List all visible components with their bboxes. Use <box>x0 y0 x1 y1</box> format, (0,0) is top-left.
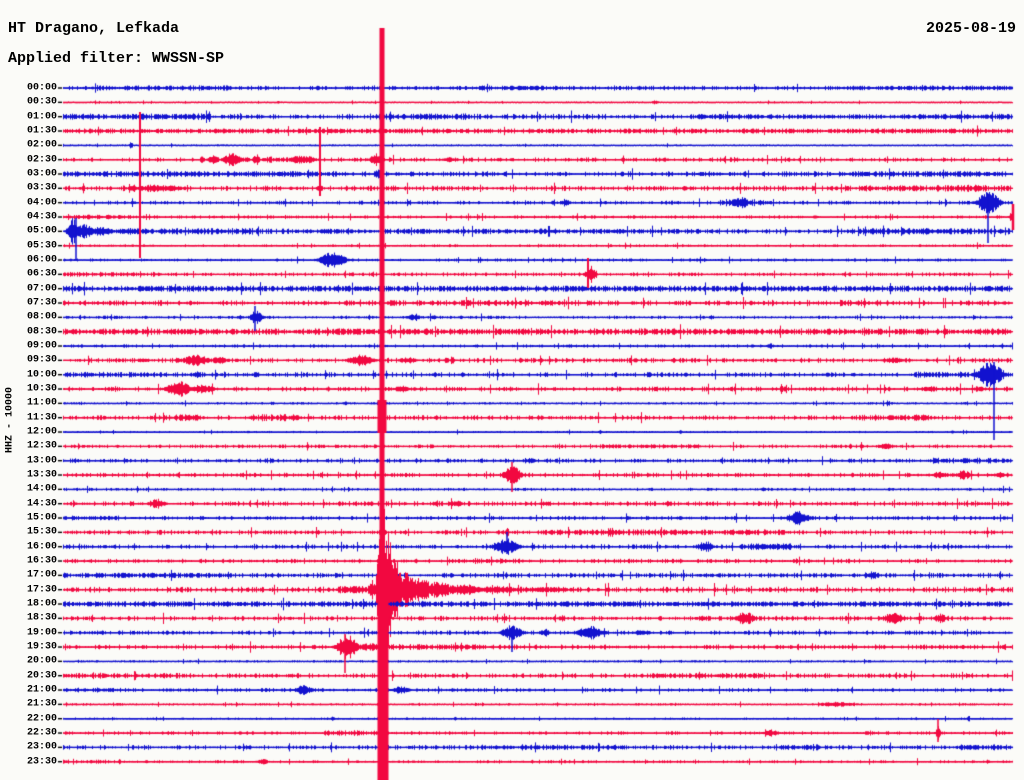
time-label: 20:00 <box>26 655 57 667</box>
time-label: 10:00 <box>26 369 57 381</box>
time-label: 23:00 <box>26 741 57 753</box>
time-label: 01:00 <box>26 111 57 123</box>
time-label: 05:30 <box>26 240 57 252</box>
time-label: 13:00 <box>26 455 57 467</box>
time-label: 14:00 <box>26 483 57 495</box>
time-label: 23:30 <box>26 756 57 768</box>
time-label: 13:30 <box>26 469 57 481</box>
time-label: 00:30 <box>26 96 57 108</box>
time-label: 17:30 <box>26 584 57 596</box>
time-label: 09:30 <box>26 354 57 366</box>
time-label: 14:30 <box>26 498 57 510</box>
time-label: 04:30 <box>26 211 57 223</box>
time-label: 06:00 <box>26 254 57 266</box>
time-label: 10:30 <box>26 383 57 395</box>
time-label: 22:30 <box>26 727 57 739</box>
time-label: 16:30 <box>26 555 57 567</box>
time-label: 18:30 <box>26 612 57 624</box>
time-label: 08:30 <box>26 326 57 338</box>
date-label: 2025-08-19 <box>925 20 1016 37</box>
time-label: 18:00 <box>26 598 57 610</box>
time-label: 22:00 <box>26 713 57 725</box>
time-label: 00:00 <box>26 82 57 94</box>
time-label: 08:00 <box>26 311 57 323</box>
applied-filter-label: Applied filter: WWSSN-SP <box>8 50 225 67</box>
time-label: 15:00 <box>26 512 57 524</box>
time-label: 11:30 <box>26 412 57 424</box>
time-label: 06:30 <box>26 268 57 280</box>
time-label: 12:00 <box>26 426 57 438</box>
time-label: 19:30 <box>26 641 57 653</box>
time-label: 02:30 <box>26 154 57 166</box>
time-label: 04:00 <box>26 197 57 209</box>
time-label: 19:00 <box>26 627 57 639</box>
time-label: 07:30 <box>26 297 57 309</box>
time-label: 03:00 <box>26 168 57 180</box>
time-label: 21:30 <box>26 698 57 710</box>
time-label: 15:30 <box>26 526 57 538</box>
time-label: 02:00 <box>26 139 57 151</box>
time-label: 20:30 <box>26 670 57 682</box>
station-title: HT Dragano, Lefkada <box>8 20 180 37</box>
time-label: 05:00 <box>26 225 57 237</box>
time-label: 03:30 <box>26 182 57 194</box>
time-label: 09:00 <box>26 340 57 352</box>
time-label: 07:00 <box>26 283 57 295</box>
time-label: 16:00 <box>26 541 57 553</box>
time-axis-labels: 00:00 00:30 01:00 01:30 02:00 02:30 03:00 03:30… <box>0 0 57 780</box>
time-label: 21:00 <box>26 684 57 696</box>
time-label: 12:30 <box>26 440 57 452</box>
time-label: 01:30 <box>26 125 57 137</box>
time-label: 11:00 <box>26 397 57 409</box>
time-label: 17:00 <box>26 569 57 581</box>
